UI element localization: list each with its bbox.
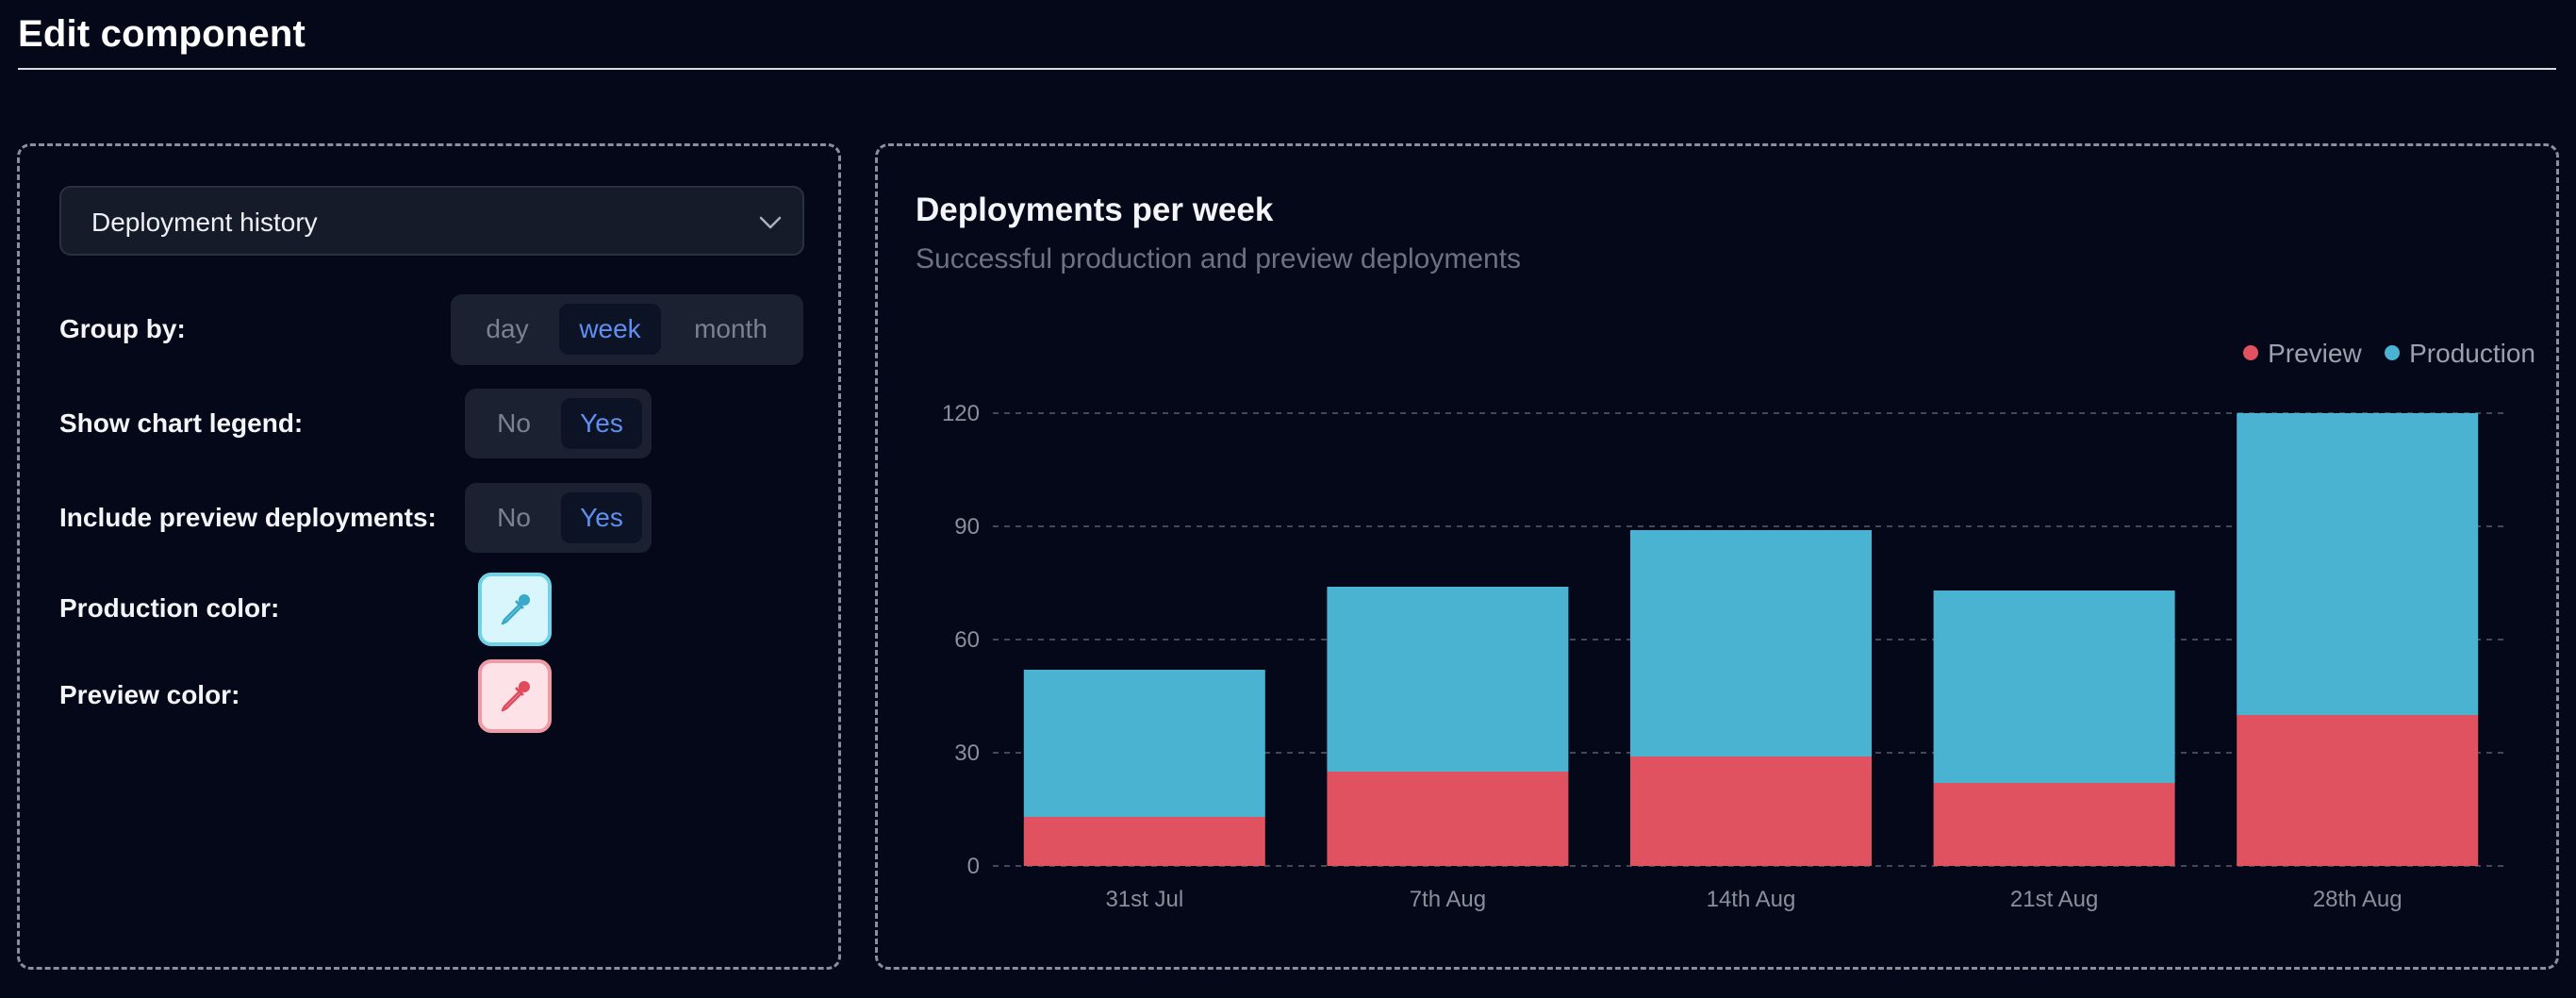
bar-preview-4[interactable]: [1933, 783, 2175, 866]
legend-label-preview: Preview: [2268, 339, 2362, 368]
legend-dot-preview: [2243, 345, 2259, 360]
component-select[interactable]: Deployment history: [59, 186, 804, 256]
x-tick-label: 14th Aug: [1707, 887, 1796, 912]
chart-subtitle: Successful production and preview deploy…: [916, 243, 1522, 274]
x-tick-label: 7th Aug: [1410, 887, 1486, 912]
include-preview-option-no[interactable]: No: [497, 503, 531, 532]
bar-production-4[interactable]: [1933, 590, 2175, 783]
settings-panel: Deployment history Group by: day week mo…: [17, 143, 841, 970]
bar-preview-5[interactable]: [2237, 715, 2479, 866]
title-divider: [18, 68, 2556, 70]
y-tick-label: 90: [954, 514, 980, 540]
group-by-option-month[interactable]: month: [694, 314, 768, 343]
y-tick-label: 30: [954, 740, 980, 766]
x-tick-label: 21st Aug: [2010, 887, 2098, 912]
bar-production-5[interactable]: [2237, 413, 2479, 715]
bar-production-2[interactable]: [1327, 587, 1569, 772]
page-title: Edit component: [18, 13, 306, 55]
deployments-bar-chart: 0 30 60 90 120 31st Jul 7th Aug 14th Aug 21st Au…: [942, 401, 2509, 912]
group-by-toggle: day week month: [451, 294, 803, 365]
legend-item-preview: Preview: [2243, 339, 2362, 369]
chevron-down-icon: [759, 216, 782, 229]
chart-legend: Preview Production: [2224, 339, 2535, 373]
eyedropper-icon: [501, 681, 530, 712]
bar-production-3[interactable]: [1630, 530, 1872, 757]
bar-production-1[interactable]: [1023, 670, 1265, 817]
chart-panel: Deployments per week Successful producti…: [875, 143, 2559, 970]
include-preview-toggle: No Yes: [465, 483, 652, 553]
group-by-label: Group by:: [59, 314, 186, 343]
include-preview-label: Include preview deployments:: [59, 503, 437, 532]
eyedropper-icon: [501, 594, 530, 625]
show-legend-label: Show chart legend:: [59, 408, 304, 438]
y-tick-label: 120: [942, 401, 980, 426]
chart-title: Deployments per week: [916, 191, 1274, 228]
x-tick-label: 28th Aug: [2313, 887, 2403, 912]
component-select-value: Deployment history: [91, 208, 318, 237]
legend-label-production: Production: [2409, 339, 2535, 368]
preview-color-picker[interactable]: [478, 659, 552, 733]
y-tick-label: 60: [954, 627, 980, 653]
show-legend-toggle: No Yes: [465, 389, 652, 458]
bar-preview-2[interactable]: [1327, 772, 1569, 866]
include-preview-option-yes[interactable]: Yes: [561, 492, 642, 543]
show-legend-option-no[interactable]: No: [497, 408, 531, 438]
bar-preview-1[interactable]: [1023, 817, 1265, 866]
bar-preview-3[interactable]: [1630, 757, 1872, 866]
production-color-label: Production color:: [59, 593, 280, 623]
production-color-picker[interactable]: [478, 573, 552, 646]
x-tick-label: 31st Jul: [1105, 887, 1183, 912]
group-by-option-day[interactable]: day: [486, 314, 529, 343]
legend-dot-production: [2385, 345, 2401, 360]
group-by-option-week[interactable]: week: [559, 304, 661, 355]
legend-item-production: Production: [2385, 339, 2535, 369]
y-tick-label: 0: [967, 854, 980, 879]
show-legend-option-yes[interactable]: Yes: [561, 398, 642, 449]
preview-color-label: Preview color:: [59, 680, 240, 709]
